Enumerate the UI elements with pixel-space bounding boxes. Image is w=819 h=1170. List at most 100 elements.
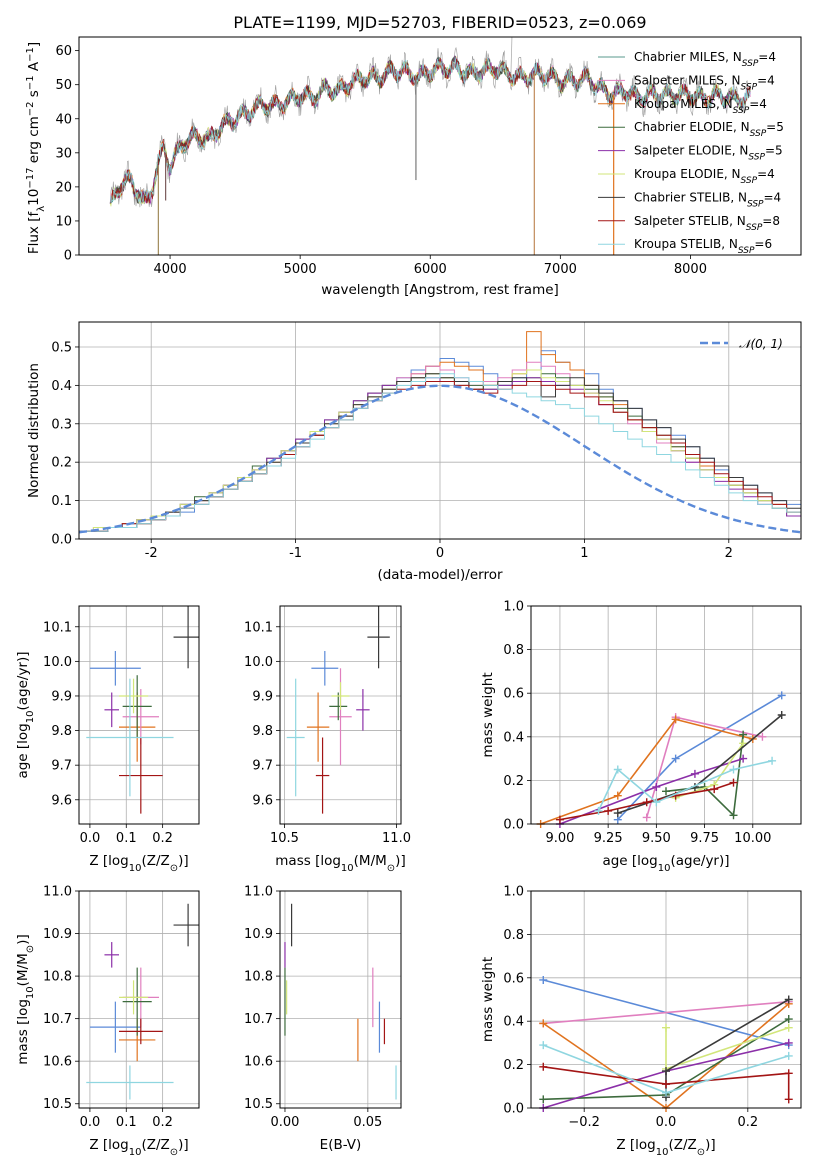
weight-vs-age-point-marker: [729, 778, 738, 787]
legend-label-main: Salpeter STELIB, N: [634, 214, 746, 228]
spectrum-ylabel-part: Flux [f: [26, 211, 42, 255]
legend-label-sub: SSP: [750, 129, 767, 139]
mass-vs-Z-ytick-label: 11.0: [43, 885, 72, 900]
mass-vs-ebv-ytick-label: 10.5: [244, 1097, 273, 1112]
mass-vs-ebv-ytick-label: 11.0: [244, 885, 273, 900]
weight-vs-age-point-marker: [613, 809, 622, 818]
weight-vs-age-ylabel: mass weight: [480, 672, 496, 757]
mass-vs-Z-ylabel-part: ⊙: [25, 945, 36, 953]
spectrum-ytick-label: 40: [55, 112, 72, 127]
weight-vs-age-point-marker: [739, 730, 748, 739]
weight-vs-age-point-marker: [729, 765, 738, 774]
weight-vs-age-ytick-label: 0.4: [503, 730, 524, 745]
weight-vs-age-point-marker: [613, 765, 622, 774]
weight-vs-Z-point-marker: [662, 1080, 670, 1089]
weight-vs-Z-point-marker: [784, 1095, 793, 1104]
weight-vs-Z-ytick-label: 0.2: [503, 1058, 524, 1073]
legend-label: Kroupa ELODIE, NSSP=4: [634, 167, 775, 186]
spectrum-ylabel-part: λ: [36, 206, 47, 212]
legend-label: Chabrier STELIB, NSSP=4: [634, 190, 781, 209]
weight-vs-Z-ytick-label: 0.4: [503, 1015, 524, 1030]
weight-vs-Z-point-marker: [539, 1095, 548, 1104]
age-vs-mass-xlabel-part: (M/M: [354, 853, 387, 869]
mass-vs-Z-xtick-label: 0.2: [152, 1115, 173, 1130]
age-vs-mass-xlabel-part: ⊙: [387, 863, 395, 874]
mass-vs-ebv-xtick-label: 0.00: [270, 1115, 299, 1130]
weight-vs-Z-series-line: [543, 1000, 789, 1025]
mass-vs-ebv-axes: 0.00 0.05 10.5 10.6 10.7 10.8 10.9 11.0 E(B-V): [244, 885, 402, 1153]
weight-vs-Z-series-line: [543, 1066, 790, 1100]
age-vs-mass-xtick-label: 11.0: [382, 831, 411, 846]
spectrum-ytick-label: 50: [55, 78, 72, 93]
residuals-ytick-label: 0.3: [51, 417, 72, 432]
mass-vs-Z-ylabel: mass [log10(M/M⊙)]: [15, 934, 36, 1064]
residuals-histogram: [79, 373, 801, 532]
residuals-ytick-label: 0.0: [51, 533, 72, 548]
spectrum-ytick-label: 30: [55, 146, 72, 161]
mass-vs-Z-ylabel-part: )]: [15, 934, 31, 945]
mass-vs-ebv-xlabel: E(B-V): [320, 1137, 362, 1153]
legend-label-sub: SSP: [748, 153, 765, 163]
mass-vs-Z-xtick-label: 0.0: [80, 1115, 101, 1130]
mass-vs-Z-ytick-label: 10.9: [43, 927, 72, 942]
weight-vs-age-point-marker: [642, 798, 651, 807]
residuals-normal-curve: [79, 384, 801, 534]
spectrum-xtick-label: 6000: [414, 262, 447, 277]
spectrum-xtick-label: 5000: [284, 262, 317, 277]
weight-vs-age-xtick-label: 10.00: [734, 831, 771, 846]
mass-vs-Z-ylabel-part: (M/M: [15, 953, 31, 986]
mass-vs-Z-xlabel: Z [log10(Z/Z⊙)]: [89, 1137, 188, 1158]
legend-label-value: =6: [754, 237, 772, 251]
residuals-axes: -2 -1 0 1 2 0.0 0.1 0.2 0.3 0.4 0.5 (data-model)/er…: [26, 321, 802, 583]
weight-vs-Z-ytick-label: 0.8: [503, 928, 524, 943]
spectrum-axes: 4000 5000 6000 7000 8000 0 10 20 30 40 50 60 PLATE=1…: [25, 13, 802, 298]
legend-label-sub: SSP: [746, 223, 763, 233]
age-vs-Z-xtick-label: 0.2: [152, 831, 173, 846]
weight-vs-Z-axes: −0.2 0.0 0.2 0.0 0.2 0.4 0.6 0.8 1.0 Z [log10(Z/Z…: [480, 885, 802, 1158]
age-vs-Z-ytick-label: 9.7: [51, 759, 72, 774]
spectrum-ytick-label: 60: [55, 44, 72, 59]
weight-vs-age-xlabel-part: (age/yr)]: [670, 853, 729, 869]
weight-vs-age-xlabel: age [log10(age/yr)]: [602, 853, 729, 874]
weight-vs-Z-point-marker: [662, 1023, 670, 1032]
weight-vs-age-point-marker: [739, 754, 748, 763]
spectrum-plot-area: [109, 37, 751, 255]
weight-vs-Z-point-marker: [784, 1069, 793, 1078]
age-vs-Z-ytick-label: 10.0: [43, 655, 72, 670]
mass-vs-Z-ytick-label: 10.5: [43, 1097, 72, 1112]
age-vs-Z-xlabel: Z [log10(Z/Z⊙)]: [89, 853, 188, 874]
residuals-xtick-label: 2: [725, 546, 733, 561]
weight-vs-age-frame: [530, 605, 802, 825]
weight-vs-age-point-marker: [652, 798, 661, 807]
weight-vs-Z-series-line: [665, 1026, 789, 1071]
residuals-xtick-label: 0: [436, 546, 444, 561]
weight-vs-age-point-marker: [604, 806, 613, 815]
age-vs-Z-ytick-label: 9.6: [51, 793, 72, 808]
spectrum-ylabel-part: 10: [26, 189, 42, 206]
age-vs-mass-ytick-label: 9.7: [252, 759, 273, 774]
mass-vs-Z-xlabel-part: (Z/Z: [141, 1137, 169, 1153]
age-vs-Z-ytick-label: 9.8: [51, 724, 72, 739]
legend-label-main: Chabrier MILES, N: [634, 50, 742, 64]
legend-label-sub: SSP: [738, 246, 755, 256]
weight-vs-age-xtick-label: 9.00: [545, 831, 574, 846]
legend-label-value: =4: [757, 167, 775, 181]
legend-label: Chabrier MILES, NSSP=4: [634, 50, 776, 69]
age-vs-Z-frame: [78, 605, 200, 825]
spectrum-emission-line: [510, 37, 513, 76]
age-vs-Z-xlabel-part: (Z/Z: [141, 853, 169, 869]
weight-vs-Z-point-marker: [784, 1023, 793, 1032]
weight-vs-age-point-marker: [652, 782, 661, 791]
legend-label: Kroupa STELIB, NSSP=6: [634, 237, 772, 256]
weight-vs-Z-xlabel-part: Z [log: [616, 1137, 655, 1153]
age-vs-Z-xtick-label: 0.0: [80, 831, 101, 846]
weight-vs-Z-point-marker: [662, 1088, 670, 1097]
legend-label-value: =5: [765, 144, 783, 158]
residuals-ytick-label: 0.2: [51, 456, 72, 471]
weight-vs-Z-xtick-label: 0.0: [656, 1115, 677, 1130]
weight-vs-Z-frame: [530, 890, 802, 1109]
weight-vs-age-ytick-label: 1.0: [503, 600, 524, 615]
weight-vs-age-ytick-label: 0.0: [503, 818, 524, 833]
legend-label-main: Chabrier ELODIE, N: [634, 120, 750, 134]
residuals-xlabel: (data-model)/error: [377, 567, 503, 583]
